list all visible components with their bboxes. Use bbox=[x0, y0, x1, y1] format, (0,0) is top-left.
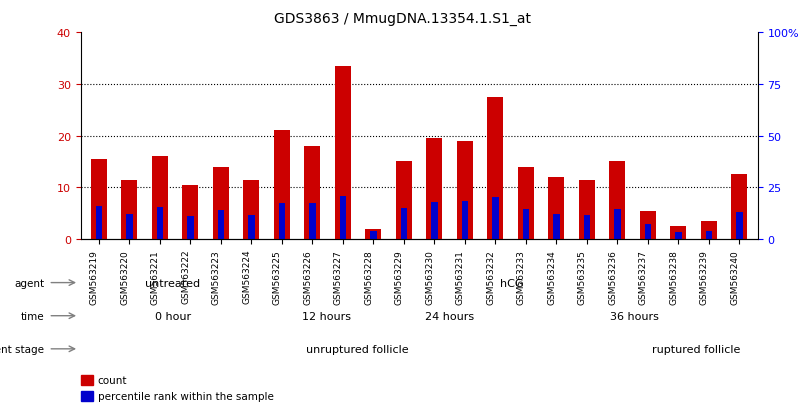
Bar bbox=[156, 207, 163, 240]
Bar bbox=[91, 159, 107, 240]
Text: untreated: untreated bbox=[145, 278, 201, 288]
Bar bbox=[274, 131, 290, 240]
Bar bbox=[187, 217, 193, 240]
Bar bbox=[614, 210, 621, 240]
Bar bbox=[579, 180, 595, 240]
Bar bbox=[401, 209, 407, 240]
Text: unruptured follicle: unruptured follicle bbox=[306, 344, 409, 354]
Bar bbox=[81, 375, 93, 385]
Bar bbox=[736, 213, 742, 240]
Text: agent: agent bbox=[15, 278, 44, 288]
Bar bbox=[584, 216, 590, 240]
Bar bbox=[457, 141, 473, 240]
Bar bbox=[645, 224, 651, 240]
Bar bbox=[310, 204, 316, 240]
Bar bbox=[96, 206, 102, 240]
Text: 36 hours: 36 hours bbox=[610, 311, 659, 321]
Text: ruptured follicle: ruptured follicle bbox=[652, 344, 740, 354]
Bar bbox=[705, 231, 712, 240]
Bar bbox=[731, 175, 747, 240]
Text: time: time bbox=[21, 311, 44, 321]
Text: count: count bbox=[98, 375, 127, 385]
Text: percentile rank within the sample: percentile rank within the sample bbox=[98, 392, 273, 401]
Bar bbox=[640, 211, 656, 240]
Bar bbox=[127, 215, 133, 240]
Bar bbox=[462, 202, 468, 240]
Bar bbox=[488, 97, 504, 240]
Bar bbox=[152, 157, 168, 240]
Bar bbox=[431, 202, 438, 240]
Bar bbox=[426, 139, 442, 240]
Bar bbox=[248, 216, 255, 240]
Bar bbox=[396, 162, 412, 240]
Bar bbox=[609, 162, 625, 240]
Text: 24 hours: 24 hours bbox=[426, 311, 475, 321]
Bar bbox=[81, 392, 93, 401]
Bar bbox=[305, 147, 320, 240]
Bar bbox=[213, 167, 229, 240]
Bar bbox=[701, 221, 717, 240]
Bar bbox=[553, 215, 559, 240]
Text: GDS3863 / MmugDNA.13354.1.S1_at: GDS3863 / MmugDNA.13354.1.S1_at bbox=[275, 12, 531, 26]
Bar bbox=[365, 229, 381, 240]
Bar bbox=[334, 66, 351, 240]
Bar bbox=[370, 231, 376, 240]
Bar bbox=[522, 210, 529, 240]
Text: hCG: hCG bbox=[500, 278, 523, 288]
Bar bbox=[243, 180, 260, 240]
Bar bbox=[671, 227, 687, 240]
Bar bbox=[122, 180, 137, 240]
Bar bbox=[492, 197, 499, 240]
Bar bbox=[675, 232, 682, 240]
Text: 12 hours: 12 hours bbox=[302, 311, 351, 321]
Bar bbox=[182, 185, 198, 240]
Text: development stage: development stage bbox=[0, 344, 44, 354]
Bar bbox=[339, 196, 346, 240]
Bar bbox=[218, 211, 224, 240]
Bar bbox=[279, 204, 285, 240]
Text: 0 hour: 0 hour bbox=[155, 311, 191, 321]
Bar bbox=[548, 178, 564, 240]
Bar bbox=[517, 167, 534, 240]
